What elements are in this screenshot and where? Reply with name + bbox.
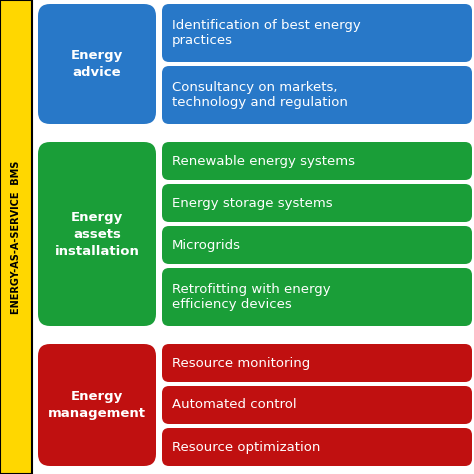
Text: Resource optimization: Resource optimization — [172, 440, 320, 454]
FancyBboxPatch shape — [162, 386, 472, 424]
FancyBboxPatch shape — [162, 184, 472, 222]
Text: Retrofitting with energy
efficiency devices: Retrofitting with energy efficiency devi… — [172, 283, 331, 311]
Text: Identification of best energy
practices: Identification of best energy practices — [172, 19, 361, 47]
FancyBboxPatch shape — [162, 428, 472, 466]
Text: Automated control: Automated control — [172, 399, 297, 411]
Text: Consultancy on markets,
technology and regulation: Consultancy on markets, technology and r… — [172, 81, 348, 109]
FancyBboxPatch shape — [162, 268, 472, 326]
Text: Energy storage systems: Energy storage systems — [172, 197, 333, 210]
Text: Energy
management: Energy management — [48, 390, 146, 420]
FancyBboxPatch shape — [162, 226, 472, 264]
FancyBboxPatch shape — [38, 344, 156, 466]
FancyBboxPatch shape — [162, 4, 472, 62]
Text: Microgrids: Microgrids — [172, 238, 241, 252]
FancyBboxPatch shape — [38, 142, 156, 326]
Text: Resource monitoring: Resource monitoring — [172, 356, 310, 370]
FancyBboxPatch shape — [162, 66, 472, 124]
FancyBboxPatch shape — [162, 142, 472, 180]
Text: ENERGY-AS-A-SERVICE  BMS: ENERGY-AS-A-SERVICE BMS — [11, 160, 21, 314]
Text: Energy
assets
installation: Energy assets installation — [55, 210, 139, 257]
Text: Energy
advice: Energy advice — [71, 49, 123, 79]
FancyBboxPatch shape — [162, 344, 472, 382]
Text: Renewable energy systems: Renewable energy systems — [172, 155, 355, 167]
FancyBboxPatch shape — [38, 4, 156, 124]
FancyBboxPatch shape — [0, 0, 32, 474]
